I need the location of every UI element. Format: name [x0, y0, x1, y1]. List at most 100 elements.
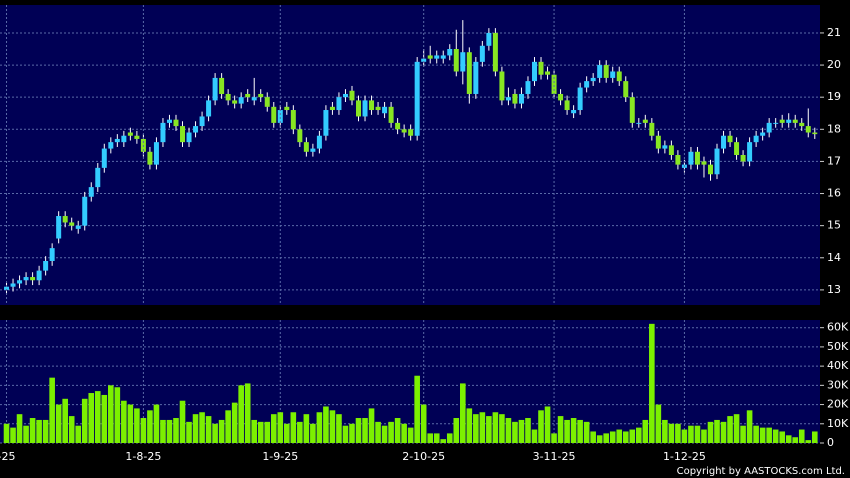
candle-body [505, 97, 511, 101]
candle-body [460, 52, 466, 72]
volume-bar [759, 427, 766, 443]
candle-body [799, 122, 805, 127]
y-tick-label: 21 [827, 26, 841, 39]
candle-body [382, 106, 388, 114]
volume-bar [101, 394, 108, 443]
volume-bar [811, 431, 818, 443]
volume-bar [753, 425, 759, 443]
price-panel [0, 5, 820, 305]
y-tick-label: 40K [827, 359, 849, 372]
candle-body [747, 142, 753, 162]
volume-bar [225, 410, 231, 443]
candle-body [636, 122, 642, 124]
candle-body [82, 196, 88, 226]
volume-bar [740, 425, 746, 443]
volume-bar [486, 416, 492, 443]
volume-bar [466, 408, 473, 443]
y-tick-label: 18 [827, 122, 841, 135]
volume-bar [3, 423, 10, 443]
volume-bar [681, 429, 688, 443]
candle-body [186, 132, 192, 143]
volume-bar [316, 412, 323, 443]
candle-body [707, 164, 713, 175]
candle-body [584, 81, 590, 88]
volume-bar [342, 425, 349, 443]
volume-bar [388, 421, 394, 443]
volume-bar [140, 418, 147, 443]
candle-body [232, 100, 238, 104]
candle-body [180, 126, 186, 143]
candle-body [531, 61, 537, 82]
volume-bar [36, 419, 42, 443]
volume-bar [577, 419, 583, 443]
volume-bar [512, 421, 518, 443]
volume-bar [108, 385, 114, 443]
candle-body [251, 97, 257, 101]
volume-bar [251, 419, 258, 443]
candle-body [95, 167, 101, 188]
volume-bar [355, 418, 362, 443]
candle-body [369, 100, 375, 111]
candle-body [297, 129, 303, 143]
volume-bar [284, 423, 290, 443]
volume-bar [81, 398, 88, 443]
candle-body [518, 93, 524, 104]
volume-bar [622, 431, 629, 443]
candle-body [642, 119, 648, 123]
candle-body [362, 100, 368, 117]
candle-body [49, 248, 55, 261]
volume-bar [297, 421, 303, 443]
candle-body [56, 216, 62, 239]
candle-body [440, 55, 446, 59]
y-tick-label: 16 [827, 187, 841, 200]
volume-bar [433, 433, 440, 443]
volume-bar [499, 414, 505, 443]
volume-bar [244, 383, 251, 443]
candle-body [206, 100, 212, 117]
volume-bar [238, 385, 244, 443]
volume-bar [649, 323, 655, 443]
volume-bar [401, 423, 407, 443]
candle-body [101, 148, 107, 168]
candle-body [538, 61, 544, 75]
candle-body [238, 97, 244, 104]
x-tick-label: 1-8-25 [125, 450, 161, 463]
volume-bar [459, 383, 466, 443]
volume-bar [179, 400, 186, 443]
volume-bar [153, 404, 160, 443]
volume-bar [772, 429, 779, 443]
candle-body [414, 61, 420, 136]
volume-bar [629, 429, 636, 443]
candle-body [310, 148, 316, 152]
volume-bar [427, 433, 434, 443]
volume-bar [616, 429, 623, 443]
candle-body [597, 65, 603, 78]
candle-body [284, 106, 290, 111]
candle-body [558, 93, 564, 101]
volume-bar [166, 419, 173, 443]
candle-body [329, 106, 335, 111]
y-tick-label: 30K [827, 378, 849, 391]
volume-bar [94, 391, 101, 443]
candle-body [655, 135, 661, 149]
volume-bar [420, 404, 427, 443]
candle-body [629, 97, 635, 123]
volume-bar [583, 421, 590, 443]
volume-bar [362, 418, 368, 443]
x-tick-label: 1-12-25 [663, 450, 706, 463]
volume-bar [551, 433, 557, 443]
candle-body [427, 55, 433, 59]
volume-bar [42, 419, 49, 443]
volume-bar [212, 423, 218, 443]
y-tick-label: 17 [827, 154, 841, 167]
candle-body [668, 145, 674, 155]
volume-bar [10, 427, 16, 443]
candle-body [805, 126, 811, 133]
volume-bar [505, 418, 512, 443]
volume-bar [264, 421, 271, 443]
volume-bar [55, 404, 62, 443]
candle-body [571, 110, 577, 114]
volume-bar [675, 423, 681, 443]
volume-bar [798, 429, 805, 443]
